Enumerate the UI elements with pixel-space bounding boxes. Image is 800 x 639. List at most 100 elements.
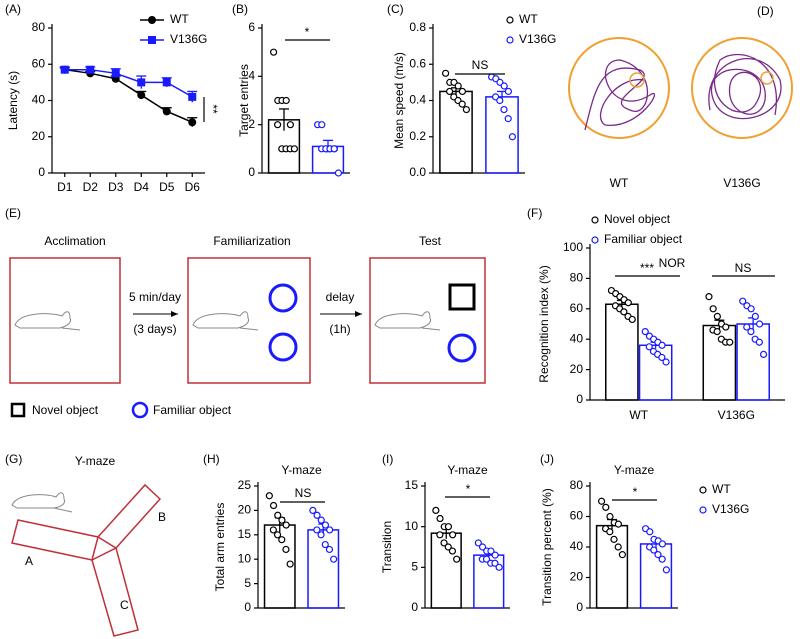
arena xyxy=(691,37,793,139)
y-axis-label: Transition xyxy=(380,521,394,573)
data-point xyxy=(462,105,470,114)
target-zone xyxy=(760,71,774,85)
annotation: ** xyxy=(206,104,220,114)
data-point xyxy=(739,297,747,305)
data-point xyxy=(646,528,654,536)
data-point xyxy=(709,305,717,313)
legend-label: Familiar object xyxy=(604,232,683,246)
data-point xyxy=(713,328,721,336)
arena-box xyxy=(369,257,486,384)
y-axis-label: Transition percent (%) xyxy=(540,488,554,606)
y-axis-label: Target entries xyxy=(237,64,251,137)
data-point xyxy=(282,96,290,105)
stage-label: Test xyxy=(419,234,442,248)
x-tick-label: D6 xyxy=(185,180,201,194)
data-point xyxy=(500,82,508,90)
y-axis-label: Recognition index (%) xyxy=(537,265,551,382)
data-point xyxy=(317,531,325,539)
y-tick-label: 5 xyxy=(244,576,251,590)
diagram-title: Y-maze xyxy=(75,454,116,468)
marker xyxy=(162,107,171,116)
legend-marker xyxy=(591,216,599,224)
marker xyxy=(86,65,95,74)
y-tick-label: 40 xyxy=(570,539,584,553)
y-axis-label: Mean speed (m/s) xyxy=(392,52,406,149)
data-point xyxy=(620,308,628,316)
data-point xyxy=(274,121,282,129)
target-zone xyxy=(629,72,645,88)
ymaze-diagram: (G) Y-maze A B C xyxy=(5,452,166,637)
legend-label: Novel object xyxy=(604,212,671,226)
data-point xyxy=(318,121,326,129)
panel-label: (I) xyxy=(382,452,393,466)
x-tick-label: V136G xyxy=(718,408,755,422)
y-axis-label: Latency (s) xyxy=(6,71,20,130)
annotation: NS xyxy=(472,58,489,72)
marker xyxy=(60,65,69,74)
track xyxy=(708,53,782,120)
data-point xyxy=(458,87,466,96)
data-point xyxy=(755,320,764,328)
y-tick-label: 60 xyxy=(570,301,584,315)
line xyxy=(64,68,193,98)
data-point xyxy=(658,540,667,548)
data-point xyxy=(265,492,273,500)
legend-marker xyxy=(148,36,156,44)
legend-swatch xyxy=(131,401,149,419)
y-tick-label: 0 xyxy=(38,165,45,179)
data-point xyxy=(330,555,338,563)
legend-label: V136G xyxy=(170,32,207,46)
data-point xyxy=(614,520,623,528)
legend-marker xyxy=(506,16,514,24)
data-point xyxy=(726,338,734,346)
data-point xyxy=(326,526,334,534)
data-point xyxy=(278,516,286,524)
legend-marker xyxy=(591,236,599,244)
y-tick-label: 0 xyxy=(248,165,255,179)
data-point xyxy=(496,96,504,105)
x-tick-label: WT xyxy=(629,408,648,422)
data-point xyxy=(624,299,632,307)
data-point xyxy=(454,82,462,90)
annotation: * xyxy=(466,482,471,496)
data-point xyxy=(645,343,653,351)
data-point xyxy=(759,350,768,358)
arm-label: B xyxy=(158,510,166,524)
arena-box xyxy=(9,257,121,384)
legend-marker xyxy=(506,36,514,44)
panel-label: (C) xyxy=(387,2,404,16)
annotation: * xyxy=(305,25,310,39)
y-tick-label: 15 xyxy=(238,527,252,541)
y-tick-label: 0.4 xyxy=(409,93,426,107)
y-tick-label: 0.8 xyxy=(409,20,426,34)
marker xyxy=(188,118,197,127)
familiar-object xyxy=(447,333,477,363)
track xyxy=(584,59,656,131)
legend-label: WT xyxy=(519,12,538,26)
mouse xyxy=(192,311,259,331)
data-point xyxy=(432,506,440,514)
mouse xyxy=(14,311,81,331)
data-point xyxy=(321,540,329,549)
panel-label: (B) xyxy=(232,2,248,16)
data-point xyxy=(658,341,666,349)
data-point xyxy=(286,121,294,129)
transition-label: (3 days) xyxy=(133,322,176,336)
panel-label: (E) xyxy=(5,206,21,220)
mouse xyxy=(11,492,73,513)
data-point xyxy=(453,555,461,563)
x-tick-label: D3 xyxy=(108,180,124,194)
legend-marker xyxy=(148,16,156,24)
data-point xyxy=(597,497,606,505)
data-point xyxy=(444,543,452,551)
legend-label: Familiar object xyxy=(153,403,232,417)
stage-label: Acclimation xyxy=(44,234,105,248)
x-tick-label: D1 xyxy=(57,180,73,194)
data-point xyxy=(440,539,448,547)
y-tick-label: 4 xyxy=(248,69,255,83)
track-label: WT xyxy=(610,176,629,190)
data-point xyxy=(504,87,512,96)
legend-marker xyxy=(699,486,707,494)
legend-label: V136G xyxy=(712,502,749,516)
